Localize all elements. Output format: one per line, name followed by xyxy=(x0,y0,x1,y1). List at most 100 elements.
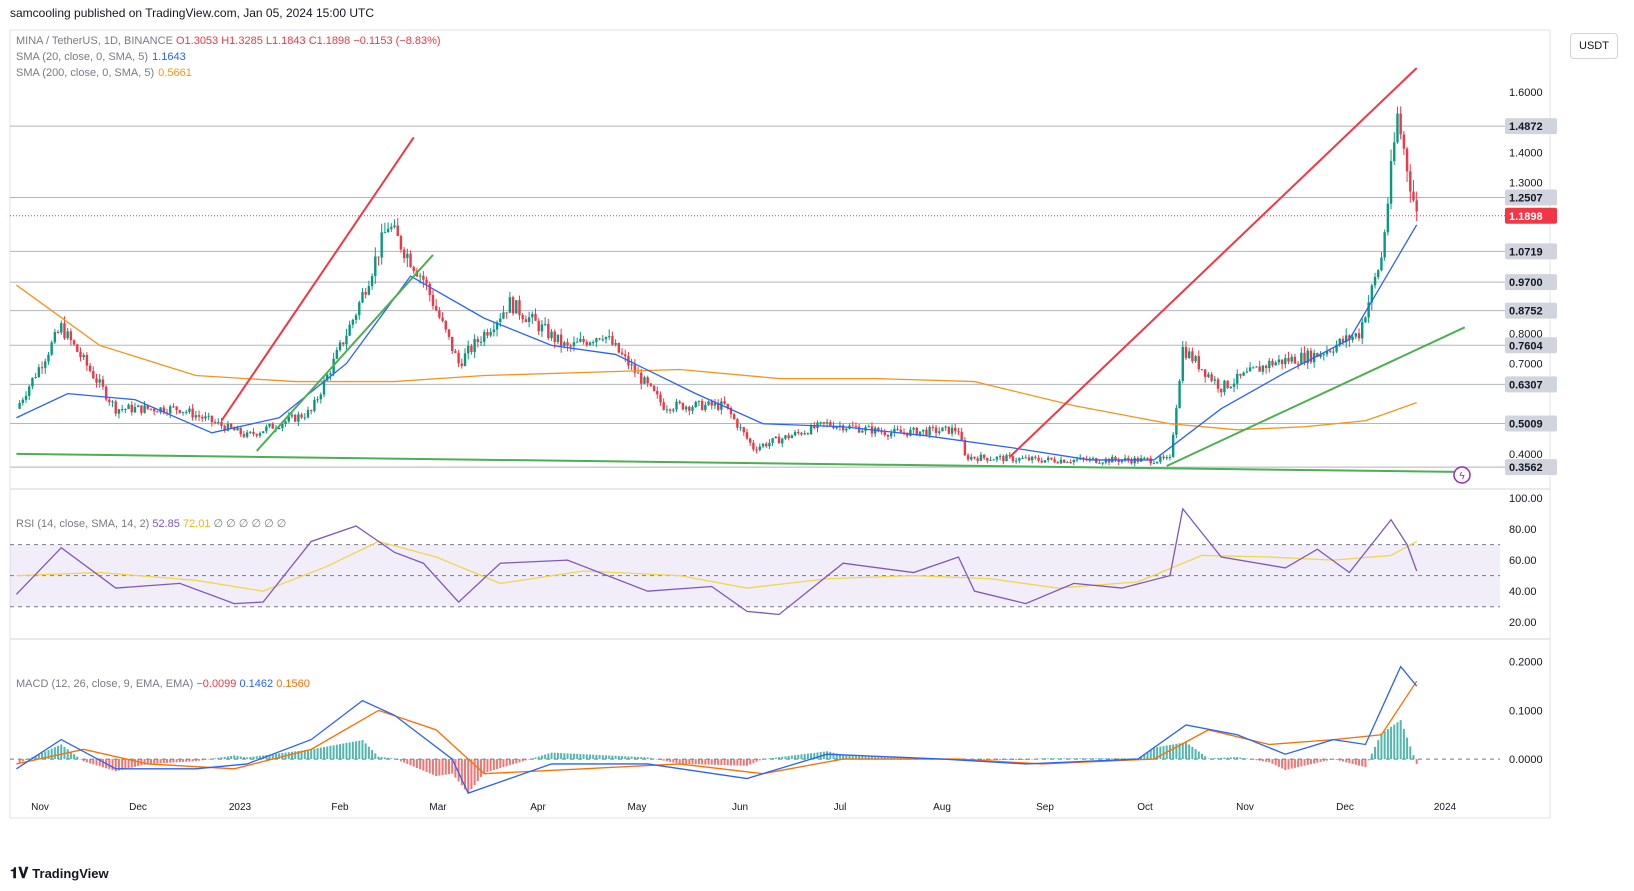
time-tick-label: Oct xyxy=(1137,802,1153,813)
rsi-label[interactable]: RSI (14, close, SMA, 14, 2) xyxy=(16,518,150,530)
currency-button[interactable]: USDT xyxy=(1570,33,1618,59)
macd-hist-bar xyxy=(1201,753,1203,760)
macd-hist-bar xyxy=(1114,758,1117,760)
candle-body xyxy=(361,292,364,303)
candle-body xyxy=(252,431,255,435)
candle-body xyxy=(1053,459,1056,463)
rsi-value: 52.85 xyxy=(152,518,180,530)
macd-hist-bar xyxy=(412,759,415,767)
macd-hist-bar xyxy=(28,758,31,760)
candle-body xyxy=(957,431,960,433)
macd-hist-bar xyxy=(835,753,838,760)
candle-body xyxy=(1370,285,1374,303)
macd-line xyxy=(16,665,1418,794)
macd-label[interactable]: MACD (12, 26, close, 9, EMA, EMA) xyxy=(16,678,194,690)
macd-hist-bar xyxy=(1101,758,1104,760)
macd-hist-bar xyxy=(598,755,601,760)
level-label: 1.1898 xyxy=(1509,211,1543,223)
candle-body xyxy=(1024,457,1027,459)
macd-hist-bar xyxy=(729,759,732,766)
macd-hist-bar xyxy=(175,759,178,763)
macd-hist-bar xyxy=(290,751,293,760)
candle-body xyxy=(85,354,89,366)
candle-body xyxy=(297,414,300,422)
macd-hist-bar xyxy=(457,759,460,782)
macd-hist-bar xyxy=(1088,758,1091,760)
macd-hist-bar xyxy=(393,758,396,760)
macd-hist-bar xyxy=(1220,757,1223,760)
macd-hist-bar xyxy=(444,759,447,775)
candle-body xyxy=(111,401,114,403)
symbol-label[interactable]: MINA / TetherUS, 1D, BINANCE xyxy=(16,35,173,47)
candle-body xyxy=(258,433,262,436)
candle-body xyxy=(659,394,662,403)
candle-body xyxy=(223,425,226,431)
macd-hist-bar xyxy=(563,753,566,760)
tradingview-logo[interactable]: 𝟏𝐕 TradingView xyxy=(10,865,109,882)
candle-body xyxy=(819,422,822,424)
macd-hist-bar xyxy=(678,759,681,764)
macd-hist-bar xyxy=(361,740,364,760)
macd-hist-bar xyxy=(649,758,652,760)
candle-body xyxy=(1114,456,1117,461)
candle-body xyxy=(217,421,220,423)
macd-hist-bar xyxy=(124,759,127,770)
macd-hist-bar xyxy=(1287,759,1290,770)
macd-hist-bar xyxy=(329,745,332,760)
candle-body xyxy=(1178,380,1181,409)
macd-hist-bar xyxy=(355,741,358,760)
macd-hist-bar xyxy=(230,755,233,760)
candle-body xyxy=(1319,354,1322,357)
candle-body xyxy=(1107,458,1111,463)
macd-hist-bar xyxy=(473,759,476,786)
candle-body xyxy=(1066,462,1069,464)
macd-hist-bar xyxy=(431,759,434,775)
macd-hist-bar xyxy=(415,759,418,768)
macd-hist-bar xyxy=(1104,758,1107,760)
candle-body xyxy=(367,286,371,295)
macd-hist-bar xyxy=(601,755,604,760)
candle-body xyxy=(120,409,124,411)
macd-hist-bar xyxy=(540,755,543,760)
candle-body xyxy=(1373,276,1377,286)
macd-hist-bar xyxy=(1316,759,1319,763)
macd-hist-bar xyxy=(127,759,130,769)
macd-hist-bar xyxy=(762,759,765,760)
sma20-label[interactable]: SMA (20, close, 0, SMA, 5) xyxy=(16,51,149,63)
candle-body xyxy=(1293,356,1297,364)
live-icon xyxy=(1453,466,1471,484)
candle-body xyxy=(133,407,137,413)
candle-body xyxy=(409,253,412,268)
candle-body xyxy=(1191,351,1194,362)
candle-body xyxy=(117,409,121,414)
macd-hist-bar xyxy=(303,750,306,760)
candle-body xyxy=(1210,374,1213,381)
sma200-label[interactable]: SMA (200, close, 0, SMA, 5) xyxy=(16,67,155,79)
candle-body xyxy=(1383,232,1386,258)
candle-body xyxy=(598,338,601,340)
candle-body xyxy=(1204,369,1207,377)
macd-hist-bar xyxy=(877,756,880,760)
candle-body xyxy=(1207,374,1210,377)
macd-hist-bar xyxy=(409,759,412,766)
macd-hist-bar xyxy=(66,749,69,760)
candle-body xyxy=(970,456,973,460)
macd-hist-bar xyxy=(1098,758,1101,760)
candle-body xyxy=(1194,356,1197,362)
candle-body xyxy=(1162,456,1165,459)
macd-hist-bar xyxy=(707,759,710,765)
macd-hist-bar xyxy=(185,759,188,762)
macd-hist-bar xyxy=(611,755,614,760)
candle-body xyxy=(380,232,383,258)
candle-body xyxy=(1043,460,1047,463)
macd-hist-bar xyxy=(874,756,877,760)
macd-hist-bar xyxy=(1191,746,1194,760)
macd-hist-bar xyxy=(396,759,399,760)
macd-hist-bar xyxy=(50,748,53,760)
candle-body xyxy=(617,342,621,353)
candle-body xyxy=(755,449,758,451)
candle-body xyxy=(784,435,787,439)
candle-body xyxy=(92,370,95,379)
